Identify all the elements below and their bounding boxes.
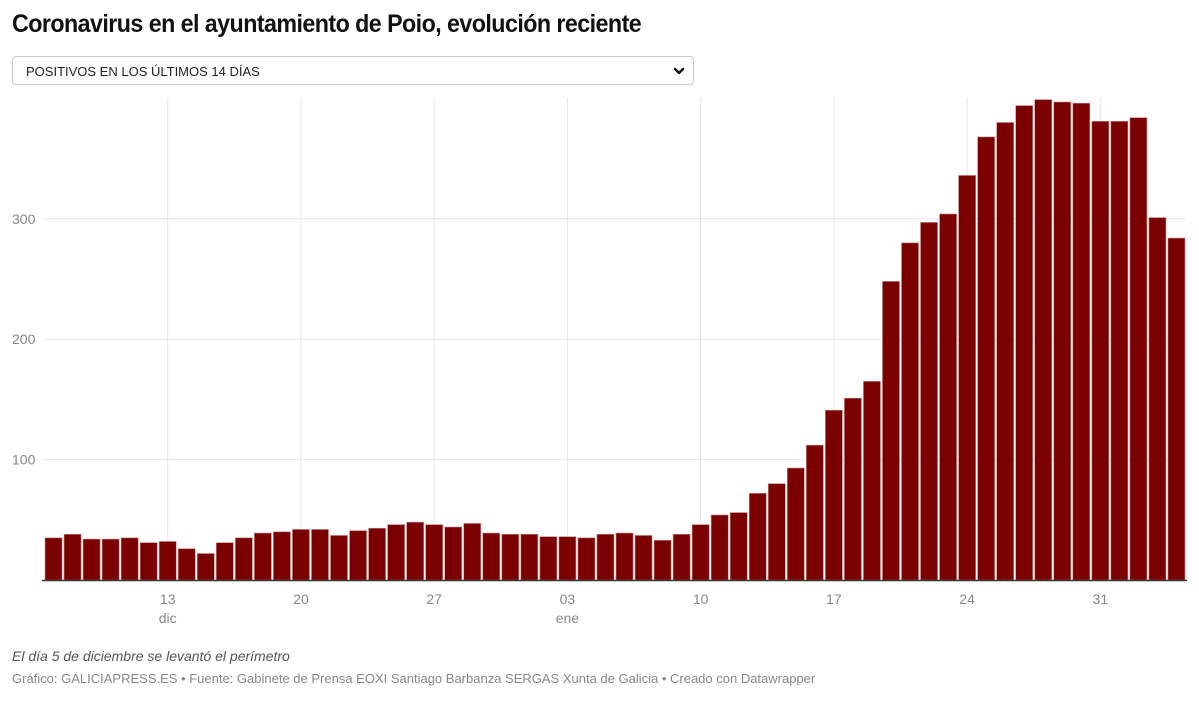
x-tick-label: 20 bbox=[293, 591, 309, 607]
bar bbox=[463, 523, 482, 581]
bar bbox=[882, 281, 900, 581]
bar bbox=[748, 493, 767, 581]
bar bbox=[387, 524, 405, 581]
x-tick-month-label: ene bbox=[556, 610, 580, 626]
bar bbox=[672, 533, 691, 581]
bar bbox=[977, 136, 995, 581]
bar bbox=[996, 122, 1015, 581]
bar bbox=[82, 538, 101, 581]
x-tick-label: 10 bbox=[693, 591, 709, 607]
bar bbox=[216, 542, 234, 581]
bar bbox=[729, 512, 748, 581]
chart-notes: El día 5 de diciembre se levantó el perí… bbox=[12, 648, 290, 664]
bar bbox=[177, 548, 196, 581]
metric-dropdown[interactable]: POSITIVOS EN LOS ÚLTIMOS 14 DÍAS bbox=[12, 56, 694, 85]
bar bbox=[425, 524, 443, 581]
bar bbox=[786, 467, 805, 581]
bar bbox=[120, 537, 139, 581]
bar bbox=[1110, 120, 1129, 581]
bars-layer bbox=[44, 99, 1186, 581]
bar bbox=[63, 533, 82, 581]
bar bbox=[901, 242, 919, 581]
bar bbox=[920, 222, 938, 581]
bar bbox=[539, 536, 558, 581]
bar bbox=[558, 536, 577, 581]
x-tick-label: 03 bbox=[560, 591, 576, 607]
x-tick-label: 13 bbox=[160, 591, 176, 607]
bar bbox=[101, 538, 120, 581]
bar bbox=[710, 514, 729, 581]
bar bbox=[615, 532, 634, 581]
bar bbox=[825, 409, 843, 581]
dropdown-selected-value: POSITIVOS EN LOS ÚLTIMOS 14 DÍAS bbox=[26, 64, 260, 79]
x-tick-label: 24 bbox=[959, 591, 975, 607]
bar bbox=[196, 553, 215, 581]
bar bbox=[634, 535, 653, 581]
bar bbox=[1072, 102, 1091, 581]
bar bbox=[311, 529, 329, 581]
bar bbox=[596, 533, 615, 581]
bar bbox=[844, 397, 862, 581]
bar bbox=[158, 541, 177, 581]
bar bbox=[1015, 105, 1034, 581]
bar bbox=[1053, 101, 1072, 581]
chevron-down-icon bbox=[673, 67, 685, 75]
bar bbox=[577, 537, 596, 581]
bar bbox=[939, 213, 957, 581]
bar bbox=[1091, 120, 1110, 581]
bar bbox=[273, 531, 291, 581]
bar-chart: 100 200 300 13 dic 20 27 03 ene 10 17 24 31 bbox=[12, 98, 1187, 626]
chart-source: Gráfico: GALICIAPRESS.ES • Fuente: Gabin… bbox=[12, 671, 816, 686]
y-tick-label: 300 bbox=[12, 211, 36, 227]
bar bbox=[1034, 99, 1053, 581]
x-tick-label: 27 bbox=[426, 591, 442, 607]
chart-title: Coronavirus en el ayuntamiento de Poio, … bbox=[12, 10, 642, 38]
bar bbox=[444, 526, 463, 581]
bar bbox=[368, 527, 386, 581]
x-tick-label: 17 bbox=[826, 591, 842, 607]
bar bbox=[330, 535, 348, 581]
bar bbox=[691, 524, 710, 581]
bar bbox=[139, 542, 158, 581]
bar bbox=[806, 444, 824, 581]
bar bbox=[44, 537, 63, 581]
bar bbox=[501, 533, 520, 581]
grid-layer bbox=[44, 98, 1186, 580]
y-tick-label: 100 bbox=[12, 452, 36, 468]
bar bbox=[1148, 217, 1167, 581]
bar bbox=[1129, 117, 1148, 581]
bar bbox=[254, 532, 272, 581]
bar bbox=[653, 539, 672, 581]
bar bbox=[406, 521, 424, 581]
bar bbox=[767, 483, 786, 581]
bar bbox=[235, 537, 253, 581]
bar bbox=[1167, 237, 1186, 581]
axis-layer: 100 200 300 13 dic 20 27 03 ene 10 17 24 31 bbox=[12, 211, 1187, 626]
x-tick-month-label: dic bbox=[159, 610, 177, 626]
bar bbox=[292, 529, 310, 581]
bar bbox=[520, 533, 539, 581]
bar bbox=[958, 175, 976, 581]
bar bbox=[863, 381, 881, 581]
bar bbox=[482, 532, 501, 581]
bar bbox=[349, 530, 367, 581]
y-tick-label: 200 bbox=[12, 331, 36, 347]
x-tick-label: 31 bbox=[1093, 591, 1109, 607]
